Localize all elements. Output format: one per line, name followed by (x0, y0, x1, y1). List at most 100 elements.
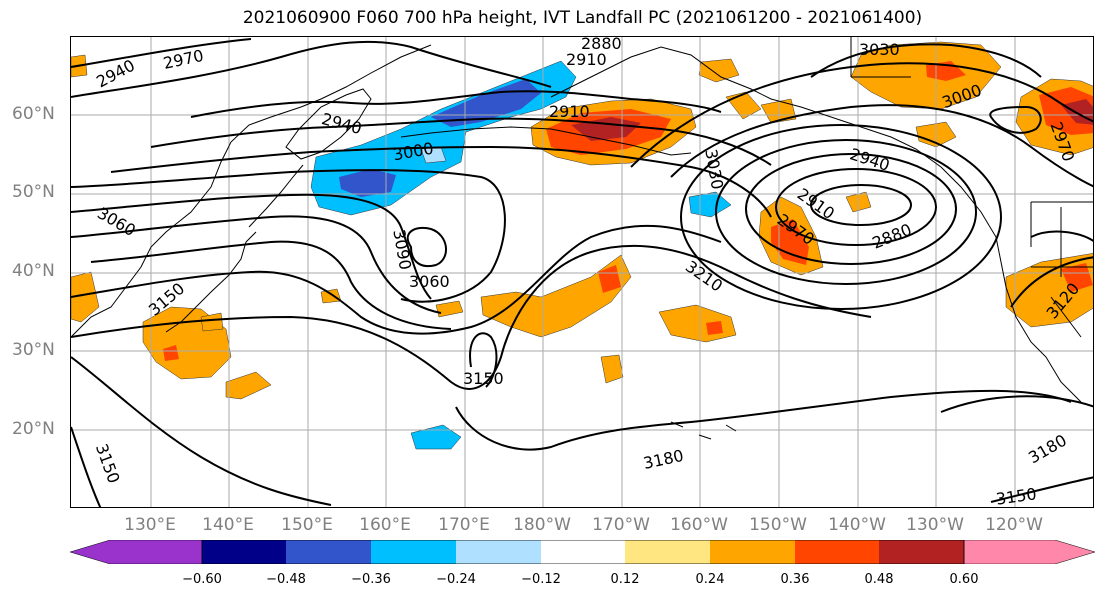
contour-line (680, 124, 1002, 310)
contour-label: 3060 (409, 272, 450, 291)
ivt-positive-core (163, 345, 179, 361)
ivt-positive-region (658, 304, 737, 343)
colorbar-tick: 0.12 (610, 572, 640, 587)
contour-line (406, 227, 447, 267)
lon-label-140w: 140°W (828, 515, 886, 535)
contour-label: 3150 (463, 369, 504, 388)
contour-line (71, 215, 442, 314)
lon-label-170w: 170°W (592, 515, 650, 535)
ivt-negative-region (410, 424, 462, 450)
ivt-positive-region (435, 300, 464, 318)
aleutian-islands (400, 126, 692, 156)
contour-line (775, 168, 937, 246)
ivt-positive-region (320, 288, 342, 304)
height-contours (71, 38, 1093, 507)
ivt-positive-region (480, 254, 632, 338)
colorbar (70, 540, 1095, 564)
contour-line (810, 43, 1042, 78)
colorbar-tick: 0.60 (949, 572, 979, 587)
lon-label-130w: 130°W (906, 515, 964, 535)
chart-title: 2021060900 F060 700 hPa height, IVT Land… (242, 8, 923, 28)
contour-line (810, 184, 912, 226)
lat-label-30n: 30°N (12, 340, 55, 360)
colorbar-tick: 0.24 (695, 572, 725, 587)
colorbar-tick: 0.36 (780, 572, 810, 587)
map-panel: 2940 2970 2880 2910 2910 2940 3000 3060 … (70, 36, 1094, 508)
contour-line (150, 117, 772, 166)
colorbar-under-arrow (70, 540, 203, 564)
ivt-positive-region (600, 354, 624, 384)
kuril-islands (248, 164, 304, 228)
contour-line (455, 389, 1072, 451)
contour-line (990, 476, 1093, 503)
contour-line (71, 224, 722, 335)
colorbar-tick: −0.48 (266, 572, 306, 587)
contour-line (71, 169, 506, 303)
colorbar-segment (541, 540, 625, 564)
us-states (1030, 202, 1093, 338)
contour-label: 2940 (320, 109, 364, 138)
contour-label: 2910 (566, 50, 607, 69)
contour-label: 2910 (549, 102, 590, 121)
colorbar-segment (202, 540, 286, 564)
colorbar-segment (625, 540, 710, 564)
lat-label-20n: 20°N (12, 419, 55, 439)
colorbar-segment (371, 540, 456, 564)
colorbar-segment (710, 540, 795, 564)
lon-label-170e: 170°E (438, 515, 490, 535)
kamchatka-coastline (285, 88, 372, 160)
contour-line (190, 90, 722, 118)
ivt-positive-region (850, 41, 1002, 110)
lat-label-60n: 60°N (12, 104, 55, 124)
contour-line (469, 332, 498, 388)
contour-label: 3180 (1025, 431, 1070, 468)
contour-line (71, 40, 552, 98)
ivt-positive-region (225, 371, 272, 400)
contour-line (989, 105, 1042, 134)
lat-label-40n: 40°N (12, 261, 55, 281)
contour-line (1010, 256, 1093, 308)
contour-line (90, 240, 452, 330)
lat-label-50n: 50°N (12, 182, 55, 202)
colorbar-tick: −0.60 (182, 572, 222, 587)
colorbar-tick: −0.36 (351, 572, 391, 587)
colorbar-tick: 0.48 (864, 572, 894, 587)
lon-label-140e: 140°E (202, 515, 254, 535)
ivt-positive-core (706, 321, 723, 335)
contour-line (940, 395, 1093, 413)
colorbar-segment (795, 540, 879, 564)
ivt-positive-region (200, 312, 224, 332)
ivt-positive-core (771, 219, 809, 265)
lon-label-120w: 120°W (985, 515, 1043, 535)
ivt-positive-core (1061, 263, 1093, 292)
colorbar-tick: −0.12 (521, 572, 561, 587)
colorbar-over-arrow (963, 540, 1095, 564)
contour-label: 2940 (93, 56, 138, 92)
contour-line (71, 193, 432, 300)
contour-line (71, 38, 252, 68)
colorbar-segment (879, 540, 964, 564)
contour-line (71, 244, 872, 390)
contour-label: 3210 (682, 257, 726, 296)
ivt-negative-region (688, 191, 732, 218)
contour-label: 3150 (92, 441, 124, 486)
contour-label: 3150 (995, 484, 1038, 508)
map-canvas: 2940 2970 2880 2910 2910 2940 3000 3060 … (71, 37, 1093, 508)
contour-line (745, 153, 957, 265)
contour-line (110, 145, 772, 218)
lon-label-160w: 160°W (670, 515, 728, 535)
contour-line (715, 139, 977, 285)
contour-label: 3180 (642, 446, 686, 473)
lon-label-150w: 150°W (749, 515, 807, 535)
ivt-positive-region (698, 58, 740, 83)
ivt-positive-core (598, 265, 621, 293)
alaska-coastline (550, 46, 1082, 403)
ivt-negative-core (339, 169, 396, 197)
colorbar-segment (456, 540, 541, 564)
contour-label: 3030 (859, 40, 900, 59)
contour-line (71, 356, 332, 506)
contour-line (1030, 230, 1093, 242)
lon-label-180w: 180°W (513, 515, 571, 535)
lon-label-130e: 130°E (124, 515, 176, 535)
lon-label-160e: 160°E (359, 515, 411, 535)
